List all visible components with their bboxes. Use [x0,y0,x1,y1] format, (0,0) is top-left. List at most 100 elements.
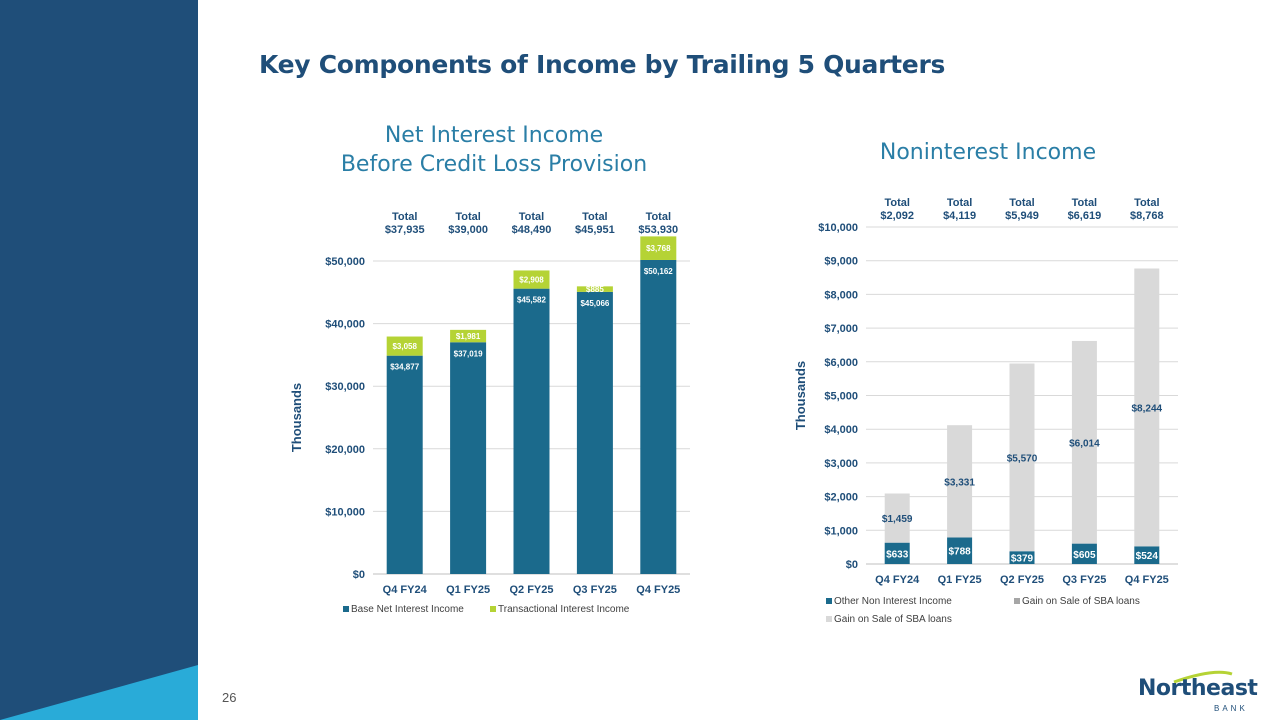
nii-total-label: Total [519,211,544,223]
nonii-total-label: Total [1134,197,1159,209]
nonii-legend-swatch [1014,598,1020,604]
nii-chart-title: Net Interest Income Before Credit Loss P… [294,121,694,179]
nonii-data-label: $5,570 [1007,453,1038,464]
nii-total-label: Total [582,211,607,223]
nonii-bar-base [1009,551,1035,564]
nonii-x-tick-label: Q1 FY25 [938,574,982,586]
nii-bar-top [640,236,677,260]
nonii-data-label: $8,244 [1132,403,1163,414]
nii-y-tick-label: $0 [353,569,365,581]
nonii-data-label: $379 [1011,554,1034,565]
nonii-bar-base [947,537,973,564]
nonii-total-value: $5,949 [1005,210,1039,222]
nonii-legend-swatch [826,616,832,622]
nii-data-label: $3,768 [646,244,671,253]
nonii-data-label: $6,014 [1069,438,1100,449]
nonii-x-tick-label: Q4 FY25 [1125,574,1169,586]
nonii-data-label: $1,459 [882,514,913,525]
nii-bar-base [576,291,613,574]
nonii-bar-base [884,542,910,564]
nii-legend-label: Transactional Interest Income [498,604,630,615]
nii-total-value: $37,935 [385,224,425,236]
nii-bar-base [513,288,550,574]
nii-x-tick-label: Q4 FY24 [383,584,428,596]
nii-data-label: $3,058 [392,342,417,351]
logo-subtext: BANK [1214,704,1248,713]
nii-data-label: $45,582 [517,296,546,305]
nii-data-label: $37,019 [454,349,483,358]
nii-y-axis-label: Thousands [289,383,304,452]
nii-x-tick-label: Q3 FY25 [573,584,617,596]
nonii-data-label: $633 [886,549,909,560]
nonii-bar-top [1009,363,1035,552]
nii-x-tick-label: Q1 FY25 [446,584,490,596]
nonii-total-value: $4,119 [943,210,976,222]
nonii-total-value: $8,768 [1130,210,1164,222]
nii-data-label: $34,877 [390,363,419,372]
nii-total-value: $45,951 [575,224,615,236]
nonii-y-tick-label: $2,000 [824,492,858,504]
nii-total-value: $53,930 [638,224,678,236]
nonii-bar-base [1134,546,1160,564]
nii-legend-swatch [343,606,349,612]
nii-bar-top [450,329,487,343]
nonii-data-label: $788 [948,547,971,558]
nonii-total-value: $2,092 [880,210,914,222]
northeast-bank-logo: Northeast BANK [1134,668,1264,714]
nii-y-tick-label: $50,000 [325,256,365,268]
nii-x-tick-label: Q4 FY25 [636,584,680,596]
logo-swoosh-icon [1173,670,1233,684]
sidebar-decoration [0,0,198,720]
nii-data-label: $2,908 [519,276,544,285]
nii-legend-swatch [490,606,496,612]
nii-y-tick-label: $30,000 [325,381,365,393]
nii-data-label: $50,162 [644,267,673,276]
nii-bar-base [640,259,677,574]
nii-title-line-2: Before Credit Loss Provision [340,152,648,177]
nii-bar-base [450,342,487,574]
page-title: Key Components of Income by Trailing 5 Q… [259,50,946,79]
nonii-y-tick-label: $4,000 [824,424,858,436]
nii-total-label: Total [455,211,480,223]
nonii-total-label: Total [1009,197,1034,209]
nii-bar-base [386,355,423,574]
nii-data-label: $885 [586,285,604,294]
nii-legend-label: Base Net Interest Income [351,604,464,615]
nonii-legend-label: Gain on Sale of SBA loans [1022,596,1140,607]
nonii-legend-swatch [826,598,832,604]
nonii-total-value: $6,619 [1068,210,1102,222]
nii-y-tick-label: $20,000 [325,444,365,456]
nii-bar-top [576,286,613,292]
nonii-x-tick-label: Q2 FY25 [1000,574,1044,586]
nonii-y-axis-label: Thousands [793,361,808,430]
nonii-legend-label: Gain on Sale of SBA loans [834,614,952,625]
nonii-data-label: $3,331 [944,477,975,488]
page-number: 26 [222,690,237,705]
nii-total-label: Total [646,211,671,223]
nonii-total-label: Total [947,197,972,209]
logo-wordmark: Northeast [1138,676,1258,701]
nii-y-tick-label: $40,000 [325,319,365,331]
nii-total-value: $39,000 [448,224,488,236]
nonii-y-tick-label: $8,000 [824,289,858,301]
nonii-y-tick-label: $0 [846,559,858,571]
nonii-legend-label: Other Non Interest Income [834,596,952,607]
nii-data-label: $1,981 [456,332,481,341]
noninterest-chart-title: Noninterest Income [879,140,1097,165]
nii-total-label: Total [392,211,417,223]
nonii-x-tick-label: Q4 FY24 [875,574,920,586]
nii-bar-top [513,270,550,289]
nonii-y-tick-label: $10,000 [818,222,858,234]
nonii-y-tick-label: $1,000 [824,525,858,537]
nonii-y-tick-label: $6,000 [824,357,858,369]
nii-title-line-1: Net Interest Income [384,123,604,148]
nonii-y-tick-label: $7,000 [824,323,858,335]
nonii-data-label: $524 [1136,551,1159,562]
nii-x-tick-label: Q2 FY25 [509,584,553,596]
nonii-y-tick-label: $3,000 [824,458,858,470]
nonii-bar-top [1134,268,1160,547]
nonii-total-label: Total [1072,197,1097,209]
nii-total-value: $48,490 [512,224,552,236]
